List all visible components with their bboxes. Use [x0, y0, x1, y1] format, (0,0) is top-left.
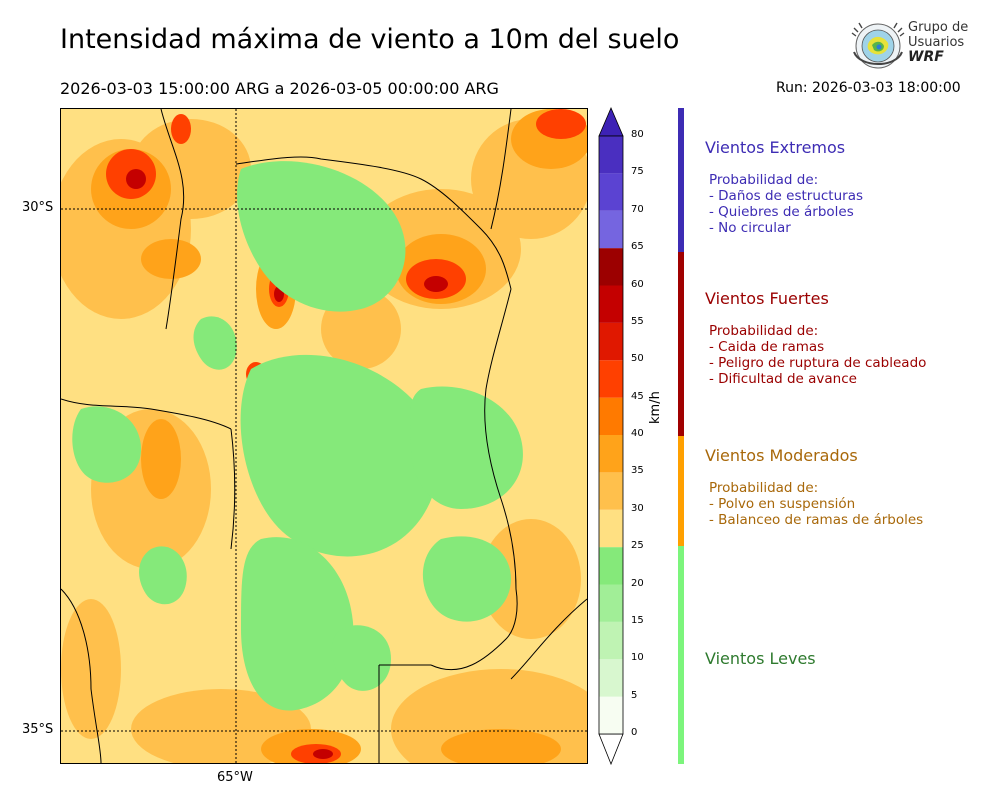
province-borders	[61, 109, 587, 763]
forecast-date-range: 2026-03-03 15:00:00 ARG a 2026-03-05 00:…	[60, 79, 499, 98]
category-desc-line: - Polvo en suspensión	[709, 496, 856, 512]
light-wind-zones	[72, 161, 523, 711]
wrf-group-logo-icon	[851, 22, 905, 69]
category-desc-line: - Balanceo de ramas de árboles	[709, 512, 924, 528]
extreme-wind-cores	[126, 169, 448, 759]
category-desc-fuertes: Probabilidad de: - Caida de ramas - Peligr…	[709, 323, 926, 387]
category-desc-line: - Caida de ramas	[709, 339, 825, 355]
colorbar-extend-top	[598, 106, 624, 137]
colorbar-tick-label: 40	[631, 428, 644, 439]
category-desc-line: Probabilidad de:	[709, 172, 819, 188]
category-desc-line: - No circular	[709, 220, 791, 236]
colorbar-tick-label: 30	[631, 502, 644, 514]
colorbar-segment	[599, 659, 623, 697]
colorbar-segment	[599, 547, 623, 585]
colorbar-tick-label: 80	[631, 129, 644, 140]
category-title-moderados: Vientos Moderados	[705, 446, 858, 465]
category-desc-line: - Quiebres de árboles	[709, 204, 854, 220]
category-desc-line: - Daños de estructuras	[709, 188, 864, 204]
colorbar-segment	[599, 210, 623, 249]
category-desc-line: - Peligro de ruptura de cableado	[709, 355, 927, 371]
category-bar-extremos	[678, 108, 684, 252]
logo-text: Grupo de Usuarios WRF	[908, 20, 968, 65]
category-desc-line: - Dificultad de avance	[709, 371, 857, 387]
colorbar-segment	[599, 435, 623, 473]
category-title-extremos: Vientos Extremos	[705, 138, 846, 157]
colorbar-tick-label: 55	[631, 315, 644, 327]
lon-label-65w: 65°W	[217, 770, 253, 785]
logo-line-1: Grupo de	[908, 20, 969, 35]
colorbar-tick-label: 0	[631, 727, 638, 738]
category-desc-extremos: Probabilidad de: - Daños de estructuras - …	[709, 172, 863, 236]
colorbar-tick-label: 45	[631, 390, 644, 402]
colorbar-tick-label: 70	[631, 203, 644, 215]
colorbar-tick-label: 25	[631, 540, 644, 552]
map-title: Intensidad máxima de viento a 10m del su…	[60, 24, 680, 55]
colorbar-segment	[599, 285, 623, 323]
wind-field-svg	[61, 109, 587, 763]
run-timestamp: Run: 2026-03-03 18:00:00	[776, 80, 961, 96]
colorbar-segment	[599, 136, 623, 174]
colorbar-segment	[599, 173, 623, 211]
colorbar-segment	[599, 397, 623, 435]
colorbar-tick-label: 5	[631, 689, 638, 701]
logo-line-3: WRF	[908, 49, 944, 65]
colorbar-segment	[599, 472, 623, 510]
lat-label-30s: 30°S	[22, 200, 54, 215]
colorbar-segment	[599, 621, 623, 660]
colorbar-segment	[599, 509, 623, 548]
category-bar-moderados	[678, 436, 684, 546]
colorbar-tick-label: 75	[631, 166, 644, 178]
wind-map	[60, 108, 588, 764]
colorbar-segment	[599, 322, 623, 361]
category-desc-line: Probabilidad de:	[709, 323, 819, 339]
colorbar-tick-label: 35	[631, 465, 644, 477]
graticule-lines	[61, 109, 587, 763]
category-desc-moderados: Probabilidad de: - Polvo en suspensión - B…	[709, 480, 923, 528]
colorbar-tick-label: 10	[631, 652, 644, 664]
category-bar-fuertes	[678, 252, 684, 436]
colorbar-tick-label: 20	[631, 577, 644, 589]
colorbar-units-label: km/h	[648, 391, 663, 424]
category-bar-leves	[678, 546, 684, 764]
colorbar-segment	[599, 584, 623, 622]
colorbar-segment	[599, 696, 623, 734]
colorbar-tick-label: 15	[631, 614, 644, 626]
lat-label-35s: 35°S	[22, 722, 54, 737]
colorbar	[598, 106, 624, 766]
colorbar-tick-label: 60	[631, 278, 644, 290]
colorbar-segment	[599, 248, 623, 286]
colorbar-segment	[599, 360, 623, 398]
category-desc-line: Probabilidad de:	[709, 480, 819, 496]
colorbar-tick-label: 65	[631, 241, 644, 253]
colorbar-tick-label: 50	[631, 353, 644, 365]
colorbar-extend-bottom	[598, 733, 624, 766]
category-title-fuertes: Vientos Fuertes	[705, 289, 829, 308]
category-title-leves: Vientos Leves	[705, 649, 816, 668]
logo-line-2: Usuarios	[908, 35, 965, 50]
